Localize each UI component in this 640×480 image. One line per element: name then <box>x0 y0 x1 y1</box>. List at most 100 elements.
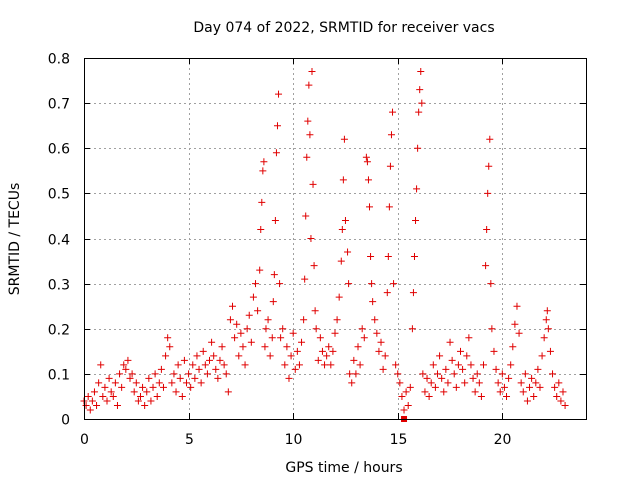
data-point <box>151 370 159 378</box>
plot-frame <box>84 58 587 420</box>
data-point <box>136 392 144 400</box>
data-point <box>247 338 255 346</box>
data-point <box>321 361 329 369</box>
data-point <box>484 189 492 197</box>
y-tick-label: 0.4 <box>48 233 70 249</box>
x-tick-label: 15 <box>390 432 408 448</box>
data-point <box>345 280 353 288</box>
data-point <box>413 185 421 193</box>
data-point <box>126 374 134 382</box>
data-point <box>402 388 410 396</box>
data-point <box>341 216 349 224</box>
data-point <box>358 325 366 333</box>
data-point <box>339 176 347 184</box>
data-point <box>383 289 391 297</box>
data-point <box>423 374 431 382</box>
data-point <box>503 392 511 400</box>
data-point <box>544 325 552 333</box>
data-point <box>271 216 279 224</box>
data-point <box>97 361 105 369</box>
data-point <box>555 379 563 387</box>
data-point <box>212 365 220 373</box>
data-point <box>318 347 326 355</box>
data-point <box>259 167 267 175</box>
data-point <box>304 117 312 125</box>
x-tick-label: 5 <box>185 432 194 448</box>
data-point <box>534 365 542 373</box>
data-point <box>385 203 393 211</box>
data-point <box>113 401 121 409</box>
data-point <box>444 379 452 387</box>
data-point <box>305 81 313 89</box>
data-point <box>371 316 379 324</box>
data-point <box>354 343 362 351</box>
data-point <box>312 325 320 333</box>
data-point <box>245 311 253 319</box>
data-point <box>279 325 287 333</box>
y-tick-label: 0.8 <box>48 52 70 68</box>
data-point <box>153 392 161 400</box>
data-point <box>314 356 322 364</box>
data-point <box>300 316 308 324</box>
data-point <box>467 361 475 369</box>
data-point <box>469 374 477 382</box>
data-point <box>465 334 473 342</box>
y-tick-label: 0 <box>61 413 70 429</box>
data-point <box>157 365 165 373</box>
data-point <box>438 374 446 382</box>
data-point <box>542 316 550 324</box>
data-point <box>197 379 205 387</box>
data-point <box>176 374 184 382</box>
data-point <box>366 203 374 211</box>
data-point <box>436 352 444 360</box>
data-point <box>526 383 534 391</box>
data-point <box>208 338 216 346</box>
data-point <box>86 406 94 414</box>
data-point <box>368 280 376 288</box>
data-point <box>199 347 207 355</box>
data-point <box>276 280 284 288</box>
data-point <box>356 361 364 369</box>
data-point <box>302 212 310 220</box>
data-point <box>277 334 285 342</box>
data-point <box>494 379 502 387</box>
data-point <box>416 86 424 94</box>
data-point <box>346 370 354 378</box>
data-point <box>308 68 316 76</box>
data-point <box>260 158 268 166</box>
data-point <box>239 343 247 351</box>
data-point <box>400 406 408 414</box>
data-point <box>257 225 265 233</box>
data-point <box>164 334 172 342</box>
data-point <box>511 320 519 328</box>
data-point <box>237 329 245 337</box>
y-tick-label: 0.2 <box>48 323 70 339</box>
data-point <box>492 365 500 373</box>
data-point <box>487 280 495 288</box>
data-point <box>107 388 115 396</box>
data-point <box>408 325 416 333</box>
data-point <box>452 383 460 391</box>
data-point <box>384 253 392 261</box>
data-point <box>111 379 119 387</box>
data-point <box>270 271 278 279</box>
data-point <box>109 392 117 400</box>
data-point <box>128 370 136 378</box>
data-point <box>362 153 370 161</box>
data-point <box>507 361 515 369</box>
chart-title: Day 074 of 2022, SRMTID for receiver vac… <box>193 20 494 36</box>
data-point <box>124 356 132 364</box>
data-point <box>392 361 400 369</box>
data-point <box>517 379 525 387</box>
data-point <box>471 388 479 396</box>
data-point <box>162 352 170 360</box>
data-point <box>561 401 569 409</box>
data-point <box>387 131 395 139</box>
data-point <box>442 365 450 373</box>
data-point <box>500 383 508 391</box>
data-point <box>101 383 109 391</box>
data-point <box>105 374 113 382</box>
data-point <box>418 99 426 107</box>
data-point <box>180 356 188 364</box>
